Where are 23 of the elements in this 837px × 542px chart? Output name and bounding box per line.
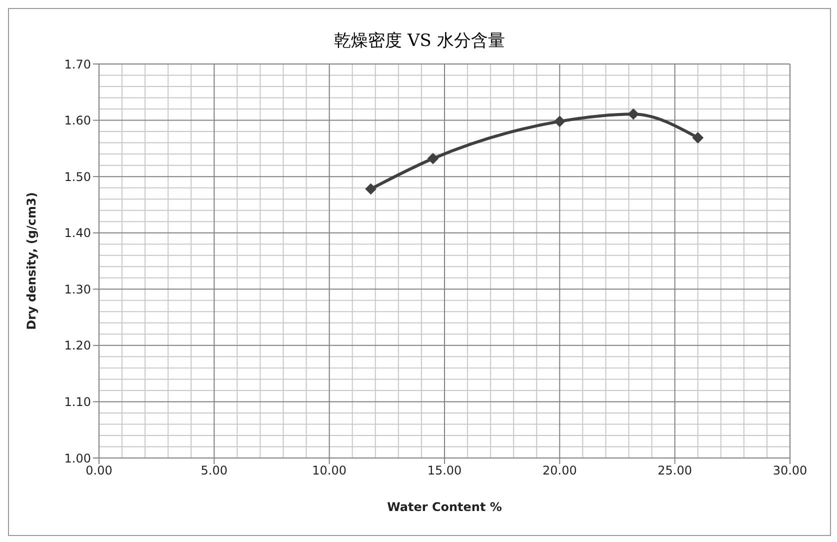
point xyxy=(628,108,639,120)
y-tick-label: 1.20 xyxy=(64,338,91,353)
y-tick-label: 1.70 xyxy=(64,57,91,72)
y-tick-label: 1.40 xyxy=(64,226,91,240)
point xyxy=(427,153,438,164)
y-tick-label: 1.10 xyxy=(64,394,91,409)
point xyxy=(365,183,376,194)
x-tick-label: 25.00 xyxy=(658,464,692,478)
point xyxy=(554,116,566,127)
x-tick-label: 30.00 xyxy=(772,464,808,478)
x-tick-label: 20.00 xyxy=(542,464,577,478)
chart-title: 乾燥密度 VS 水分含量 xyxy=(333,30,506,52)
y-tick-label: 1.50 xyxy=(64,170,91,184)
point xyxy=(692,132,704,144)
y-tick-label: 1.30 xyxy=(64,282,91,296)
y-tick-label: 1.60 xyxy=(64,114,91,128)
y-tick-label: 1.00 xyxy=(64,451,91,466)
x-axis-title: Water Content % xyxy=(387,500,502,514)
x-tick-label: 15.00 xyxy=(427,464,462,478)
x-tick-label: 10.00 xyxy=(312,464,347,478)
y-axis-title: Dry density, (g/cm3) xyxy=(24,192,38,330)
x-tick-label: 0.00 xyxy=(86,464,112,478)
x-tick-label: 5.00 xyxy=(200,464,228,478)
